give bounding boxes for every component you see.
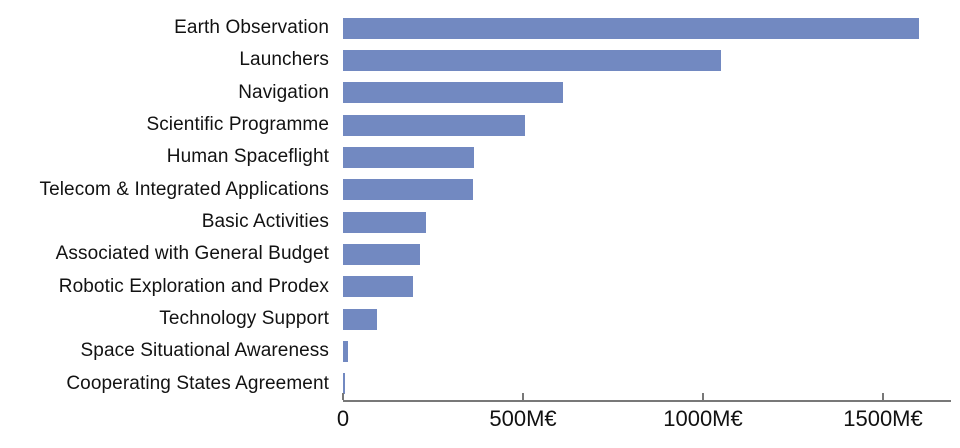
category-label: Scientific Programme [146,114,329,136]
bar-row: Launchers [0,44,960,76]
category-label: Earth Observation [174,17,329,39]
category-label: Basic Activities [201,211,329,233]
bar [343,373,345,395]
bar [343,211,426,233]
bar-row: Navigation [0,77,960,109]
category-label: Telecom & Integrated Applications [39,178,329,200]
bar-row: Human Spaceflight [0,141,960,173]
category-label: Robotic Exploration and Prodex [58,275,329,297]
bar [343,114,525,136]
category-label: Launchers [239,49,329,71]
x-axis-tick-label: 1000M€ [663,406,743,431]
bar [343,82,563,104]
x-axis-tick-label: 0 [336,406,350,431]
bar [343,276,414,298]
x-axis-tick [342,393,344,400]
x-axis-tick [702,393,704,400]
bar-row: Cooperating States Agreement [0,368,960,400]
bar-row: Telecom & Integrated Applications [0,174,960,206]
category-label: Navigation [238,81,329,103]
bar [343,179,473,201]
bar-row: Scientific Programme [0,109,960,141]
x-axis-tick [882,393,884,400]
bar-row: Associated with General Budget [0,238,960,270]
bar-row: Earth Observation [0,12,960,44]
x-axis-tick-label: 500M€ [489,406,557,431]
x-axis-tick [522,393,524,400]
bar [343,340,349,362]
bar [343,308,378,330]
bar-row: Basic Activities [0,206,960,238]
category-label: Cooperating States Agreement [66,372,329,394]
category-label: Associated with General Budget [55,243,329,265]
x-axis-tick-label: 1500M€ [843,406,923,431]
bar [343,17,919,39]
bar [343,243,421,265]
bar-row: Space Situational Awareness [0,335,960,367]
category-label: Space Situational Awareness [80,340,329,362]
bar [343,146,475,168]
category-label: Technology Support [159,308,329,330]
x-axis-line [343,400,951,402]
category-label: Human Spaceflight [166,146,329,168]
bar-row: Technology Support [0,303,960,335]
bar-row: Robotic Exploration and Prodex [0,271,960,303]
bar [343,49,721,71]
